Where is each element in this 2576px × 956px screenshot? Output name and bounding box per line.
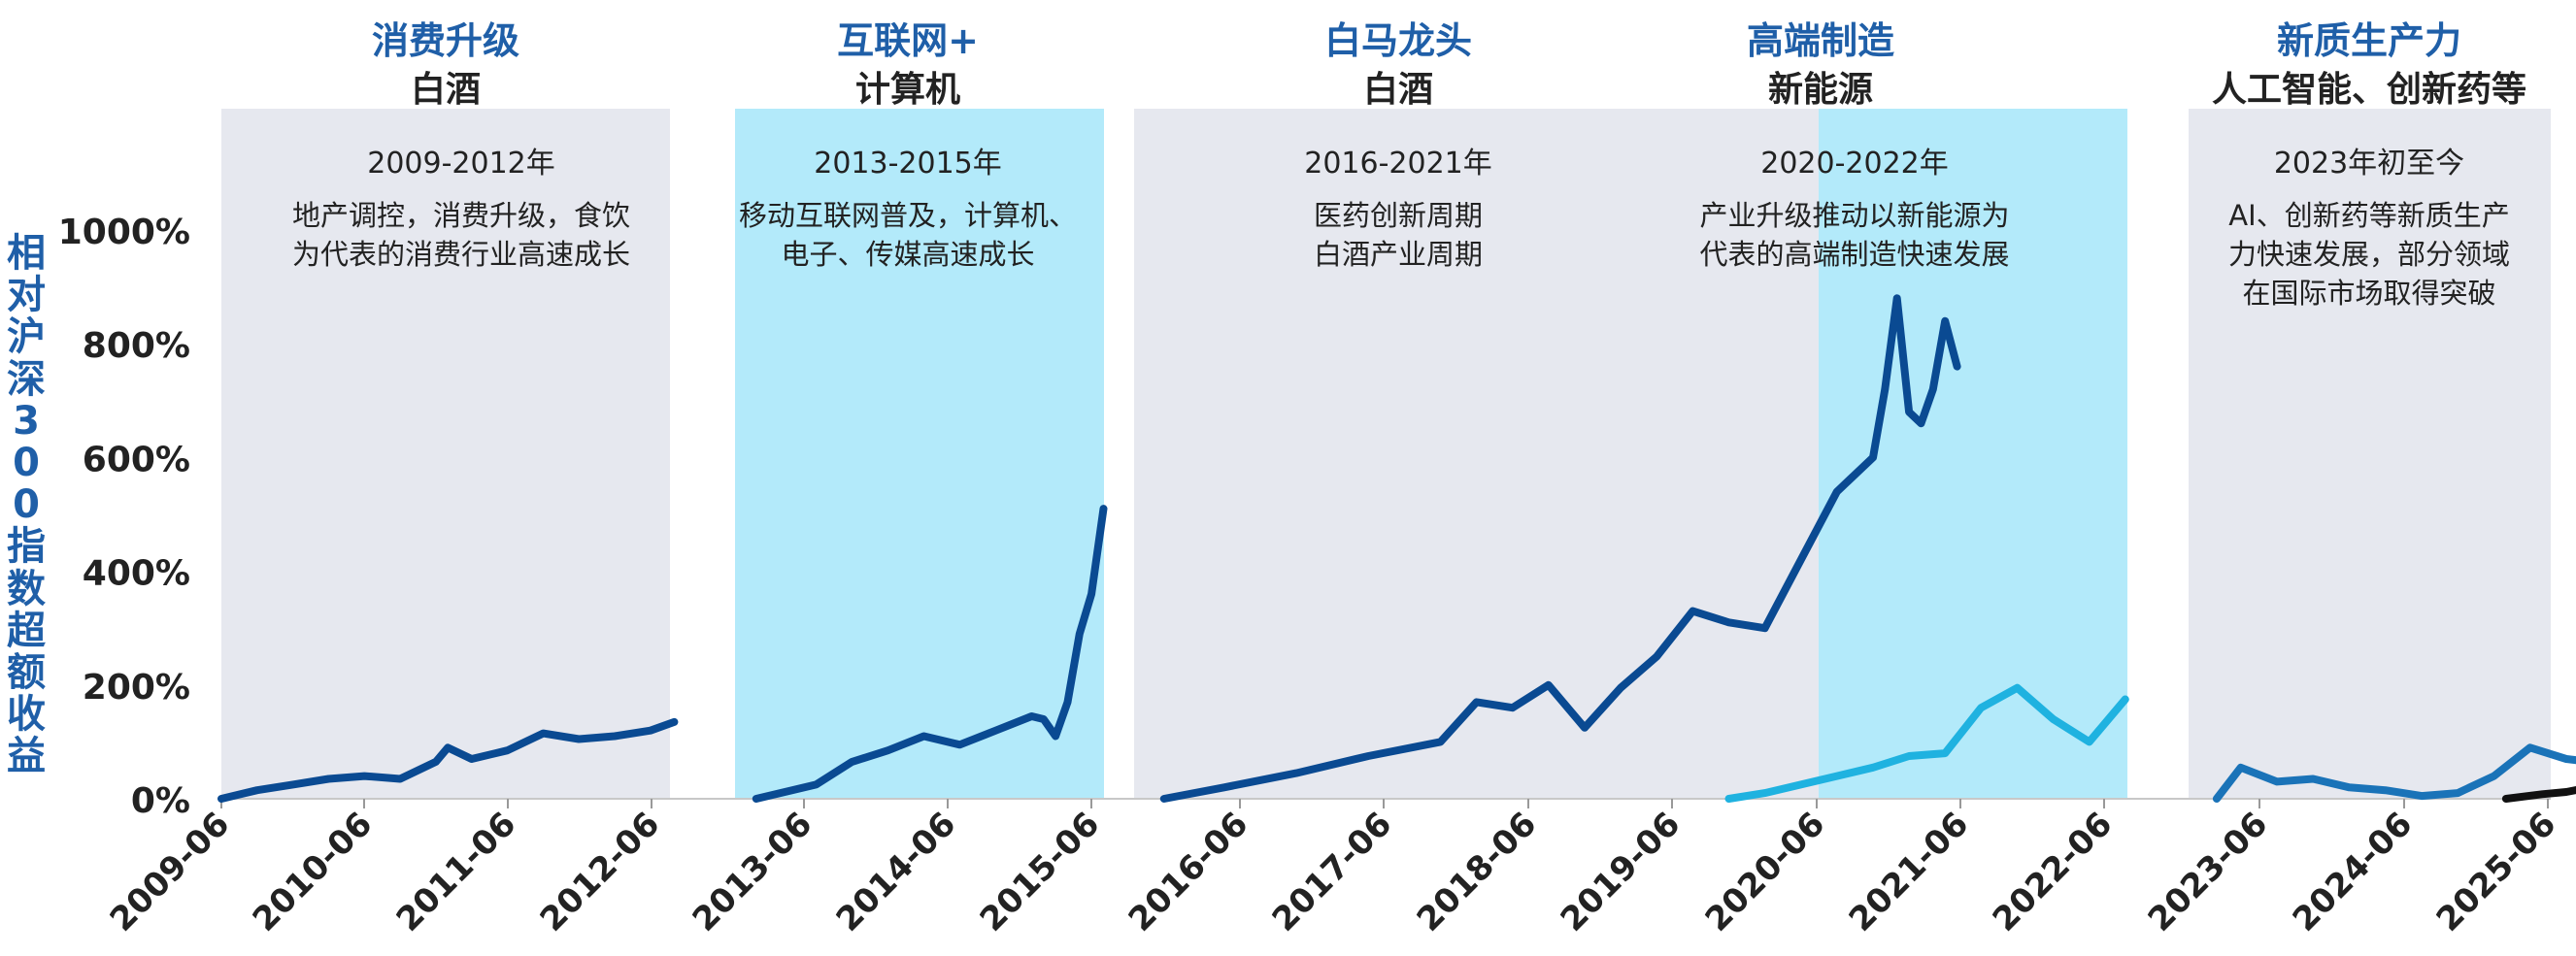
period-years: 2020-2022年 <box>1760 147 1949 181</box>
period-subtitle: 新能源 <box>1768 70 1873 110</box>
period-description-line: 在国际市场取得突破 <box>2242 277 2495 310</box>
period-description-line: 电子、传媒高速成长 <box>781 238 1034 271</box>
series-line-1 <box>217 717 679 803</box>
x-tick-label: 2016-06 <box>1121 805 1256 940</box>
x-tick-label: 2020-06 <box>1698 805 1833 940</box>
period-title: 互联网+ <box>837 19 979 62</box>
x-tick-label: 2011-06 <box>389 805 524 940</box>
period-description-line: 力快速发展，部分领域 <box>2228 238 2510 271</box>
x-tick-label: 2021-06 <box>1842 805 1977 940</box>
x-tick-label: 2015-06 <box>973 805 1108 940</box>
y-tick-label: 200% <box>83 668 190 708</box>
period-description-line: AI、创新药等新质生产 <box>2228 199 2509 232</box>
x-tick-label: 2009-06 <box>103 805 238 940</box>
period-description-line: 医药创新周期 <box>1314 199 1483 232</box>
y-tick-label: 1000% <box>58 213 190 252</box>
x-tick-label: 2022-06 <box>1986 805 2121 940</box>
period-description-line: 白酒产业周期 <box>1314 238 1483 271</box>
period-description-line: 为代表的消费行业高速成长 <box>292 238 630 271</box>
series-lines <box>217 294 2576 803</box>
x-tick-label: 2014-06 <box>829 805 964 940</box>
period-subtitle: 白酒 <box>411 70 481 110</box>
period-band-2 <box>735 109 1104 799</box>
y-tick-label: 400% <box>83 554 190 594</box>
series-line-2 <box>752 505 1108 803</box>
x-tick-label: 2010-06 <box>246 805 381 940</box>
y-tick-label: 0% <box>131 781 190 821</box>
x-axis-ticks: 2009-06 2010-06 2011-06 2012-06 2013-06 2014-… <box>103 799 2564 940</box>
period-years: 2016-2021年 <box>1304 147 1492 181</box>
y-axis-ticks: 0% 200% 400% 600% 800% 1000% <box>58 213 190 821</box>
x-tick-label: 2019-06 <box>1554 805 1689 940</box>
period-title: 新质生产力 <box>2277 19 2461 62</box>
x-tick-label: 2023-06 <box>2141 805 2276 940</box>
y-tick-label: 600% <box>83 440 190 479</box>
period-years: 2009-2012年 <box>367 147 555 181</box>
period-description-line: 产业升级推动以新能源为 <box>1699 199 2009 232</box>
period-band-1 <box>221 109 670 799</box>
x-tick-label: 2012-06 <box>533 805 668 940</box>
x-tick-label: 2024-06 <box>2286 805 2421 940</box>
period-subtitle: 白酒 <box>1363 70 1433 110</box>
period-title: 白马龙头 <box>1324 19 1472 62</box>
x-tick-label: 2013-06 <box>686 805 820 940</box>
series-line-5 <box>2212 743 2576 803</box>
period-title: 消费升级 <box>372 19 519 62</box>
x-tick-label: 2017-06 <box>1265 805 1400 940</box>
period-subtitle: 人工智能、创新药等 <box>2212 70 2526 110</box>
x-tick-label: 2025-06 <box>2429 805 2564 940</box>
period-band-5 <box>2189 109 2551 799</box>
period-description-line: 代表的高端制造快速发展 <box>1699 238 2009 271</box>
period-subtitle: 计算机 <box>855 70 960 110</box>
series-line-4 <box>1724 683 2129 803</box>
period-years: 2013-2015年 <box>814 147 1002 181</box>
period-years: 2023年初至今 <box>2274 147 2464 181</box>
period-description-line: 移动互联网普及，计算机、 <box>739 199 1077 232</box>
y-axis-title: 相对沪深300指数超额收益 <box>7 231 46 779</box>
series-line-3 <box>1159 294 1961 803</box>
y-tick-label: 800% <box>83 326 190 366</box>
period-title: 高端制造 <box>1747 19 1894 62</box>
x-tick-label: 2018-06 <box>1410 805 1545 940</box>
period-description-line: 地产调控，消费升级，食饮 <box>292 199 630 232</box>
series-line-6 <box>2501 786 2576 803</box>
